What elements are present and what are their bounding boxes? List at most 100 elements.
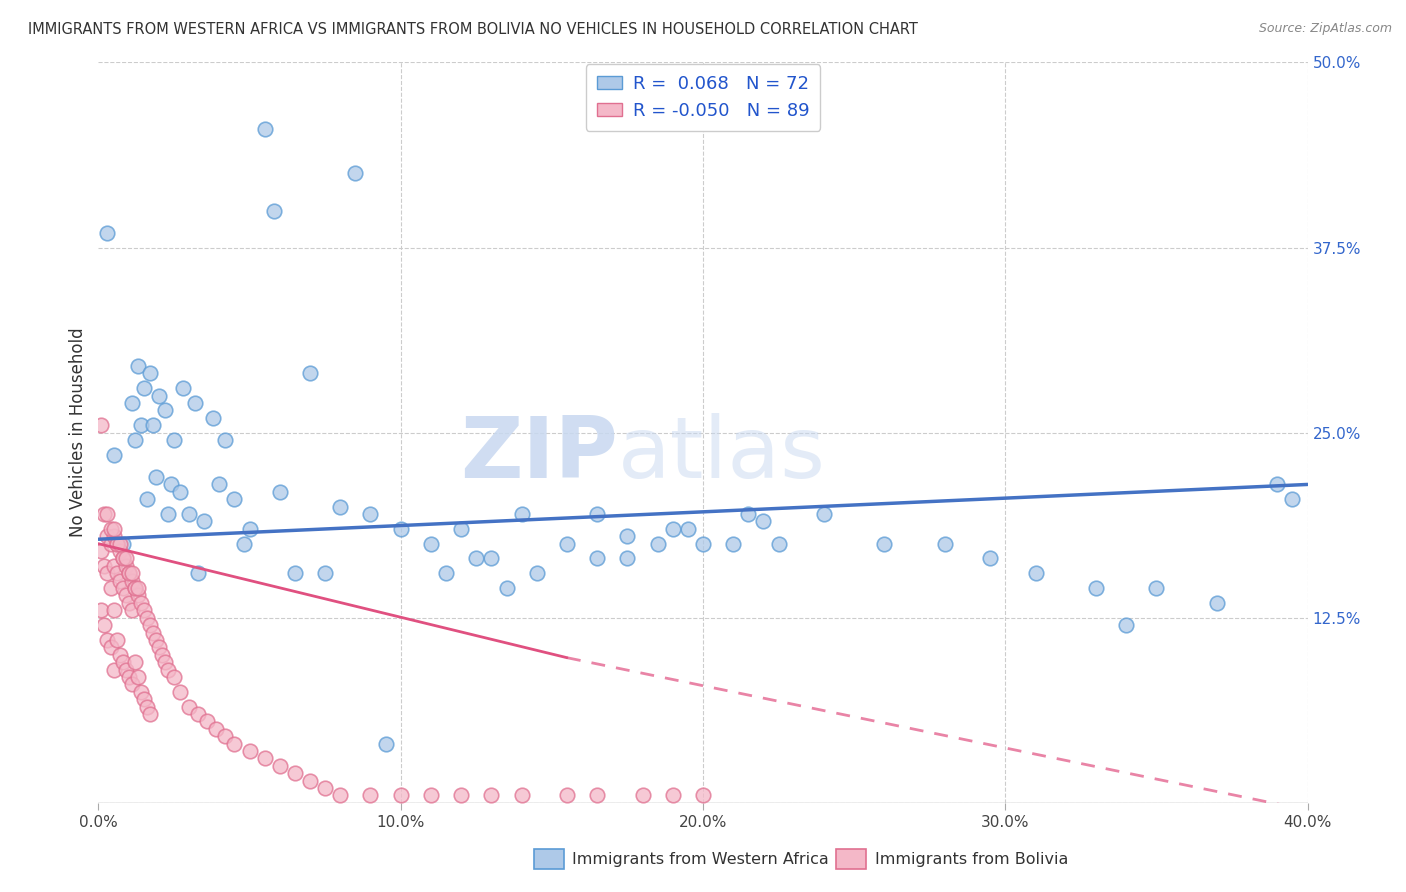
Point [232, 536, 254, 550]
Y-axis label: No Vehicles in Household: No Vehicles in Household [69, 327, 87, 538]
Point [314, 566, 336, 581]
Point [118, 566, 141, 581]
Point [269, 758, 291, 772]
Point [105, 536, 128, 550]
Point [586, 507, 609, 521]
Point [148, 640, 170, 655]
Point [169, 484, 191, 499]
Point [145, 470, 167, 484]
Point [1206, 596, 1229, 610]
Point [132, 603, 155, 617]
Point [299, 773, 322, 788]
Point [111, 536, 134, 550]
Point [121, 677, 143, 691]
Point [100, 536, 122, 550]
Point [103, 448, 125, 462]
Point [124, 433, 146, 447]
Point [160, 477, 183, 491]
Point [135, 610, 157, 624]
Point [239, 522, 262, 536]
Point [103, 558, 125, 573]
Point [193, 515, 215, 529]
Point [389, 522, 412, 536]
Point [450, 522, 472, 536]
Point [586, 789, 609, 803]
Point [329, 789, 352, 803]
Point [127, 589, 149, 603]
Point [510, 507, 533, 521]
Point [526, 566, 548, 581]
Point [284, 766, 307, 780]
Point [114, 558, 136, 573]
Point [118, 596, 141, 610]
Point [1281, 492, 1303, 507]
Point [284, 566, 307, 581]
Point [108, 574, 131, 588]
Point [420, 536, 443, 550]
Point [153, 655, 176, 669]
Point [253, 122, 276, 136]
Point [96, 529, 118, 543]
Point [510, 789, 533, 803]
Point [118, 566, 141, 581]
Point [132, 692, 155, 706]
Point [389, 789, 412, 803]
Point [434, 566, 457, 581]
Point [124, 581, 146, 595]
Point [723, 536, 745, 550]
Point [224, 492, 246, 507]
Point [114, 551, 136, 566]
Point [90, 544, 112, 558]
Point [108, 544, 131, 558]
Point [979, 551, 1001, 566]
Point [224, 737, 246, 751]
Point [90, 603, 112, 617]
Point [142, 418, 165, 433]
Point [360, 507, 382, 521]
Point [205, 722, 228, 736]
Point [129, 418, 152, 433]
Point [132, 381, 155, 395]
Point [163, 433, 186, 447]
Point [127, 581, 149, 595]
Point [1267, 477, 1289, 491]
Point [269, 484, 291, 499]
Point [135, 699, 157, 714]
Point [124, 655, 146, 669]
Point [124, 581, 146, 595]
Point [360, 789, 382, 803]
Point [103, 603, 125, 617]
Point [105, 566, 128, 581]
Point [737, 507, 759, 521]
Point [374, 737, 396, 751]
Point [135, 492, 157, 507]
Point [129, 685, 152, 699]
Point [172, 381, 194, 395]
Point [169, 685, 191, 699]
Point [934, 536, 956, 550]
Point [299, 367, 322, 381]
Point [555, 789, 578, 803]
Point [103, 663, 125, 677]
Point [139, 618, 162, 632]
Point [108, 648, 131, 662]
Point [481, 789, 503, 803]
Point [692, 536, 714, 550]
Text: atlas: atlas [619, 413, 827, 496]
Point [93, 618, 115, 632]
Point [150, 648, 173, 662]
Point [96, 566, 118, 581]
Text: ZIP: ZIP [461, 413, 619, 496]
Legend: R =  0.068   N = 72, R = -0.050   N = 89: R = 0.068 N = 72, R = -0.050 N = 89 [586, 64, 820, 131]
Point [111, 551, 134, 566]
Point [103, 522, 125, 536]
Point [90, 418, 112, 433]
Point [96, 507, 118, 521]
Point [179, 699, 201, 714]
Point [105, 536, 128, 550]
Point [163, 670, 186, 684]
Point [187, 706, 209, 721]
Point [752, 515, 775, 529]
Point [253, 751, 276, 765]
Point [129, 596, 152, 610]
